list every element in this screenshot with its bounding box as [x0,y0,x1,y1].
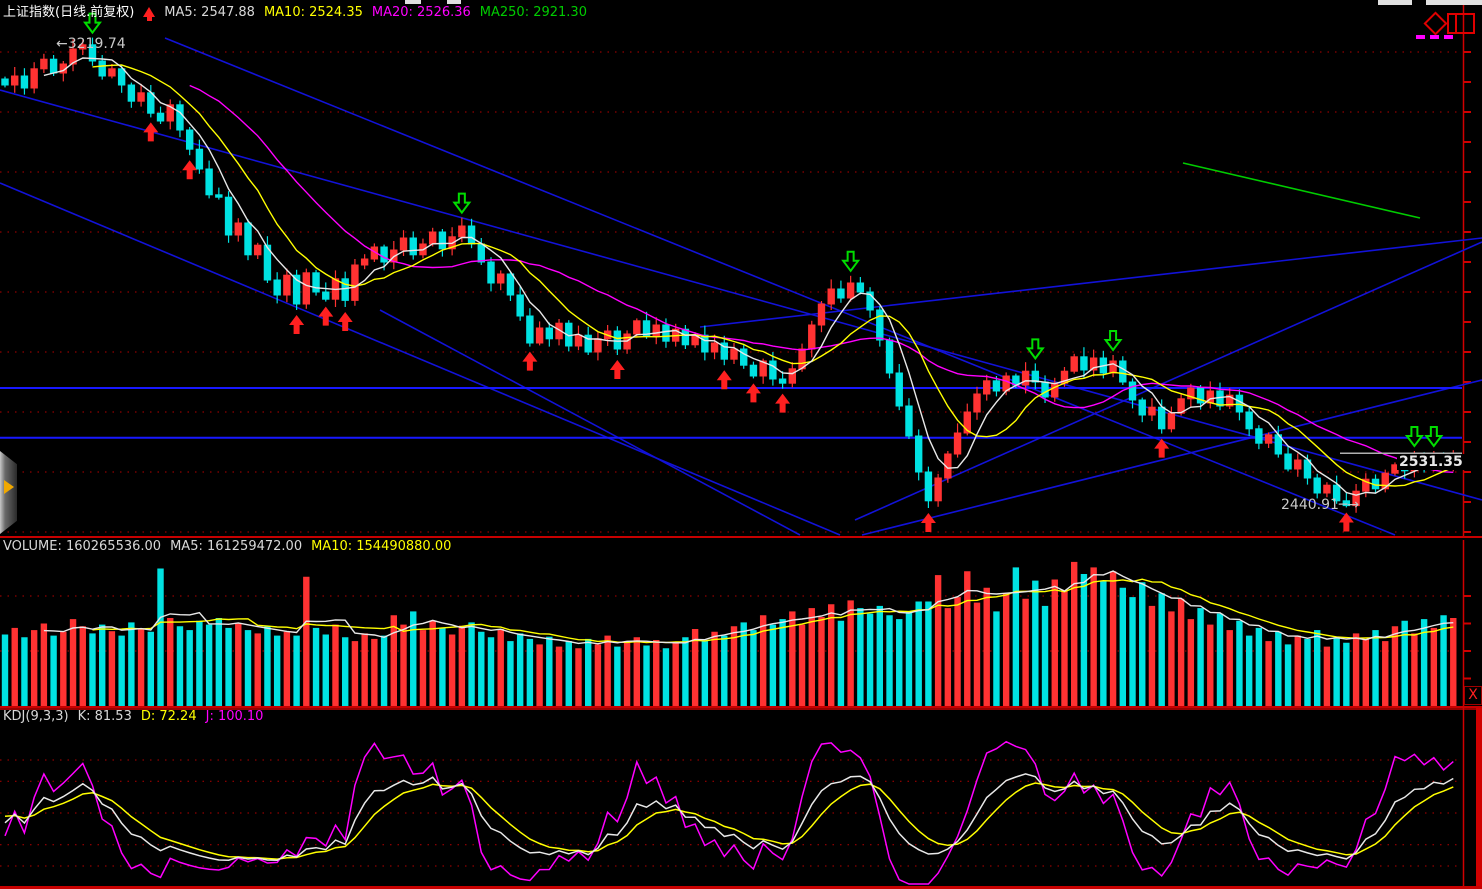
kdj-k-value: K: 81.53 [77,709,132,724]
window-layout-icon[interactable] [1447,13,1475,34]
drag-dots-icon [1416,35,1425,39]
ma10-value: MA10: 2524.35 [263,5,363,20]
expand-arrow-icon [4,480,14,494]
volume-ma5-value: MA5: 161259472.00 [170,539,303,554]
low-price-label: 2440.91─→ [1281,497,1359,513]
kdj-d-value: D: 72.24 [140,709,197,724]
ma20-value: MA20: 2526.36 [371,5,471,20]
low-price-value: 2440.91 [1281,497,1339,513]
kdj-j-value: J: 100.10 [205,709,264,724]
up-arrow-icon [143,7,156,21]
close-indicator-button[interactable]: X [1464,686,1482,705]
toolbar-remnant [1378,0,1412,5]
kdj-params[interactable]: KDJ(9,3,3) [3,709,69,724]
window-split-bar [1455,15,1457,32]
price-chart-canvas[interactable] [0,0,1482,536]
drag-dots-icon [1444,35,1453,39]
volume-panel[interactable]: VOLUME: 160265536.00 MA5: 161259472.00 MA1… [0,536,1482,708]
kdj-chart-canvas[interactable] [0,708,1482,889]
main-chart-panel[interactable]: 上证指数(日线.前复权) MA5: 2547.88 MA10: 2524.35 MA2… [0,0,1482,536]
kdj-header: KDJ(9,3,3) K: 81.53 D: 72.24 J: 100.10 [3,709,272,724]
drag-dots-icon [1430,35,1439,39]
high-price-label: ←3219.74 [56,36,126,52]
instrument-title[interactable]: 上证指数(日线.前复权) [3,5,135,20]
low-arrow-glyph: ─→ [1338,497,1360,513]
high-arrow-glyph: ← [56,36,68,52]
volume-value: VOLUME: 160265536.00 [3,539,162,554]
kdj-panel[interactable]: KDJ(9,3,3) K: 81.53 D: 72.24 J: 100.10 [0,708,1482,889]
volume-header: VOLUME: 160265536.00 MA5: 161259472.00 MA1… [3,539,460,554]
toolbar-remnant [405,0,421,4]
toolbar-remnant [447,0,461,4]
toolbar-remnant [1426,0,1482,5]
main-header: 上证指数(日线.前复权) MA5: 2547.88 MA10: 2524.35 MA2… [3,1,596,21]
high-price-value: 3219.74 [67,36,126,52]
drawer-handle[interactable] [0,451,17,534]
ma250-value: MA250: 2921.30 [479,5,587,20]
ma5-value: MA5: 2547.88 [164,5,255,20]
last-price-label: 2531.35 [1397,454,1465,470]
volume-chart-canvas[interactable] [0,540,1482,708]
volume-ma10-value: MA10: 154490880.00 [311,539,452,554]
